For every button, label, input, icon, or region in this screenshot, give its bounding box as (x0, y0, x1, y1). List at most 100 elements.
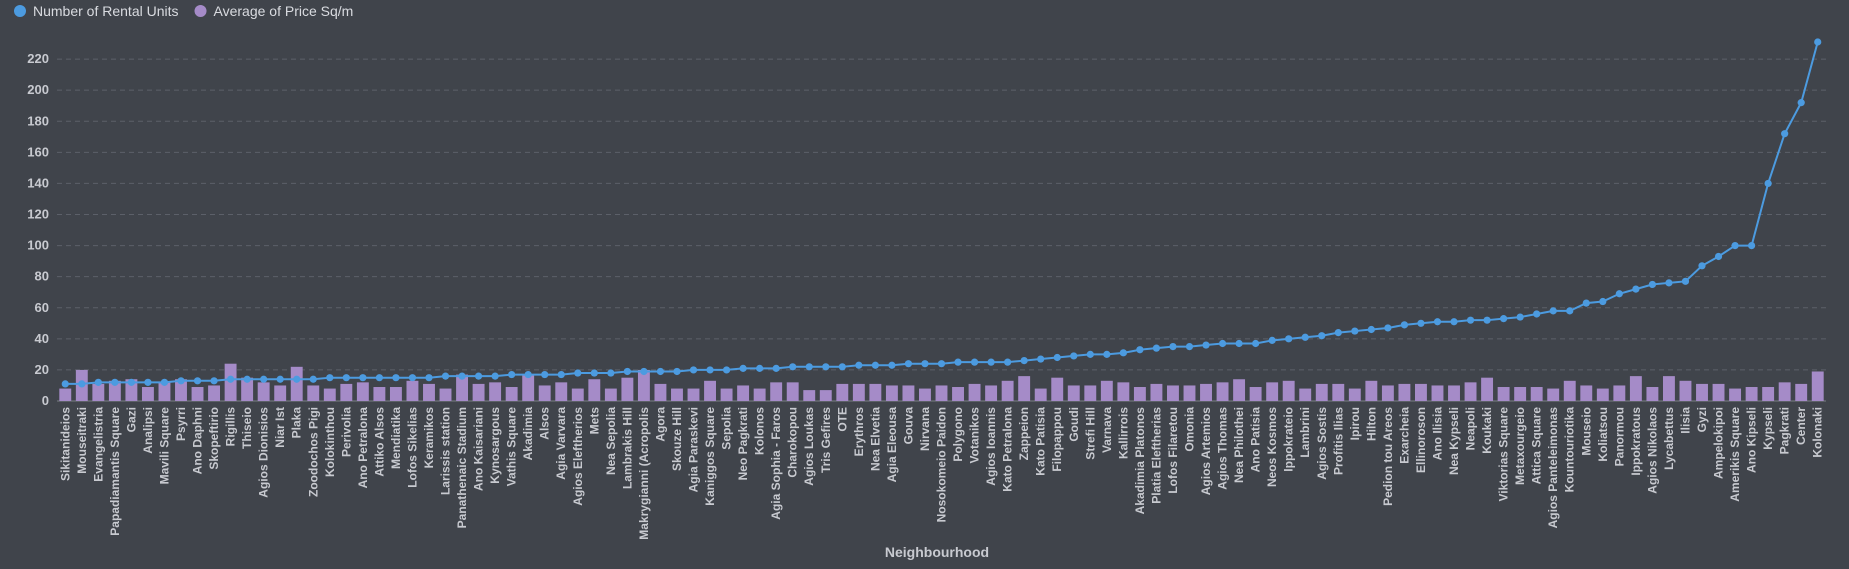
x-tick-label: Exarcheia (1397, 407, 1411, 464)
x-tick-label: Nosokomeio Paidon (935, 407, 949, 522)
bar (1266, 382, 1279, 401)
bar (59, 388, 72, 401)
x-tick-label: Larissis station (439, 407, 453, 495)
point (1764, 179, 1772, 188)
point (987, 358, 995, 366)
line (65, 41, 1819, 385)
bar (1811, 371, 1824, 401)
bar (1216, 382, 1229, 401)
x-tick-label: Agios Dionisios (257, 407, 271, 498)
bar (1481, 377, 1494, 401)
point (94, 378, 102, 386)
point (61, 380, 69, 388)
point (293, 375, 301, 383)
bar (92, 383, 105, 401)
bar (1365, 380, 1378, 401)
x-tick-label: Zappeion (1017, 407, 1031, 460)
bar (1414, 383, 1427, 401)
point (1020, 356, 1028, 365)
x-tick-label: Alsos (538, 407, 552, 440)
bar (1431, 385, 1444, 401)
point (1599, 297, 1607, 306)
x-tick-label: Ano Daphni (191, 407, 205, 474)
bar (274, 385, 287, 401)
bar (241, 377, 254, 401)
bar (1150, 383, 1163, 401)
x-tick-label: Makrygianni (Acropolis (637, 407, 651, 540)
point (789, 363, 797, 371)
x-tick-label: OTE (835, 407, 849, 432)
x-tick-label: Kato Petralona (1001, 407, 1015, 492)
bar (737, 385, 750, 401)
bar (290, 366, 303, 401)
bar (538, 385, 551, 401)
x-tick-label: Ampelokipoi (1712, 407, 1726, 479)
x-tick-label: Varnava (1100, 407, 1114, 453)
bar (1100, 380, 1113, 401)
x-tick-label: Agios Sostis (1315, 407, 1329, 480)
bar (770, 382, 783, 401)
bar (588, 379, 601, 401)
point (309, 375, 317, 383)
bar (1299, 388, 1312, 401)
point (276, 375, 284, 383)
bar (1034, 388, 1047, 401)
bar (108, 380, 121, 401)
point (408, 374, 417, 382)
bar (869, 383, 882, 401)
x-tick-label: Psyrri (174, 407, 188, 441)
point (1367, 325, 1375, 334)
bar (356, 382, 369, 401)
bar (1398, 383, 1411, 401)
point (1318, 332, 1326, 340)
bar (175, 379, 187, 401)
point (1252, 339, 1260, 348)
bar (340, 383, 353, 401)
bar (257, 382, 270, 401)
x-tick-label: Platia Eleftherias (1149, 407, 1163, 504)
x-tick-label: Rigillis (224, 407, 238, 447)
x-tick-label: Charokopou (786, 407, 800, 478)
x-tick-label: Koukaki (1480, 407, 1494, 454)
point (1797, 99, 1805, 107)
x-tick-label: Koliatsou (1596, 407, 1610, 462)
x-tick-label: Mavili Square (157, 407, 171, 485)
x-tick-label: Neo Pagkrati (736, 407, 750, 480)
x-tick-label: Papadiamantis Square (108, 407, 122, 536)
x-tick-label: Perivolia (339, 407, 353, 457)
x-tick-label: Evangelistria (91, 407, 105, 482)
bar (191, 387, 204, 401)
point (210, 377, 218, 385)
x-tick-label: Akadimia Platonos (1133, 407, 1147, 515)
x-tick-label: Gyzi (1695, 407, 1709, 432)
x-tick-label: Strefi Hill (1083, 407, 1097, 460)
point (1483, 316, 1491, 324)
x-tick-label: Agios Thomas (1216, 407, 1230, 490)
point (722, 366, 731, 374)
y-tick-label: 80 (35, 269, 49, 284)
y-tick-label: 220 (27, 51, 49, 66)
x-tick-label: Viktorias Square (1497, 407, 1511, 502)
x-tick-label: Kallirrois (1116, 407, 1130, 459)
point (127, 378, 135, 386)
bar (489, 382, 502, 401)
bar (1563, 380, 1576, 401)
bar (1580, 385, 1593, 401)
bar (1712, 383, 1725, 401)
point (508, 370, 516, 379)
point (1615, 290, 1623, 298)
bar (389, 387, 402, 401)
point (1202, 341, 1210, 349)
bar (803, 390, 816, 401)
x-tick-label: Goudi (1067, 407, 1081, 442)
y-tick-label: 40 (35, 331, 49, 346)
bar (1795, 383, 1808, 401)
point (1334, 329, 1342, 337)
x-tick-label: Nea Elvetia (868, 407, 882, 471)
bar (1381, 385, 1394, 401)
point (1665, 279, 1673, 287)
legend-label: Average of Price Sq/m (214, 3, 354, 19)
point (1582, 299, 1590, 307)
x-tick-label: Nea Philothei (1232, 407, 1246, 483)
bar (687, 388, 700, 401)
